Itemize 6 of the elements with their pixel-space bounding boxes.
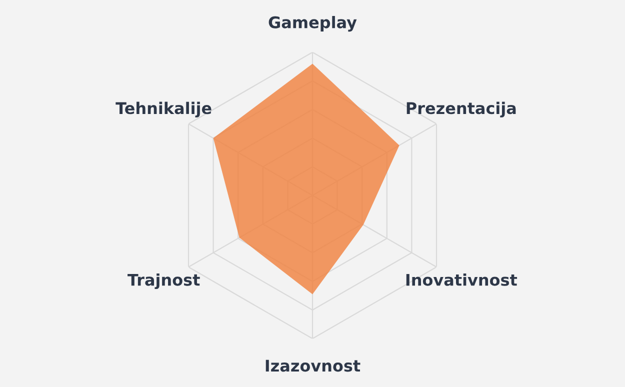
spoke-label: Prezentacija (406, 102, 516, 118)
spoke-label: Gameplay (268, 16, 357, 32)
spoke-label: Tehnikalije (116, 102, 212, 118)
spoke-label: Izazovnost (266, 360, 360, 372)
spoke-label: Trajnost (128, 273, 200, 290)
spoke-label: Inovativnost (406, 274, 518, 286)
